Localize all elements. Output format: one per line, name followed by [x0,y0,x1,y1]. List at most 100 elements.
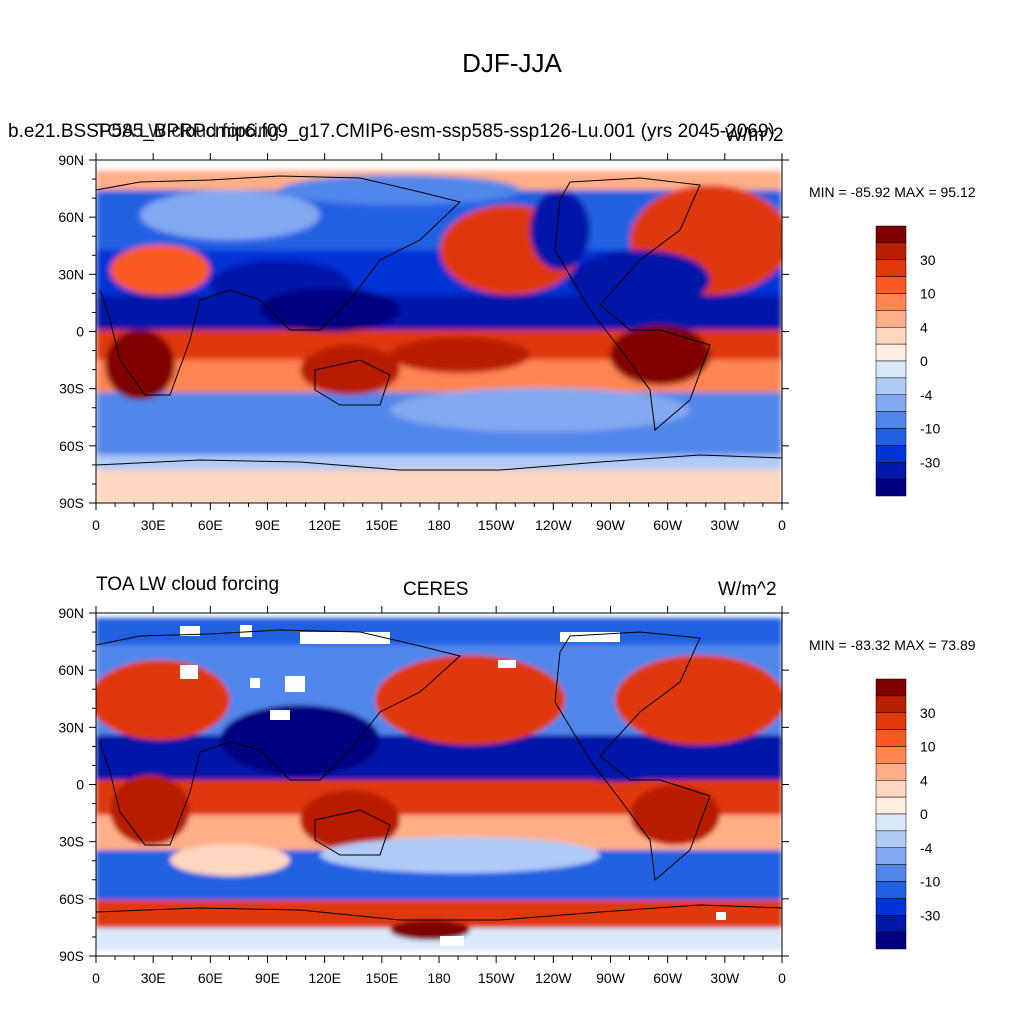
top-map-panel: 0 30E 60E 90E 120E 150E 180 150W 120W 90W 60W 30W 09… [58,152,789,533]
colorbar-label: 4 [920,319,928,335]
y-tick-label: 60N [58,209,84,225]
colorbar-swatch [875,830,907,848]
bottom-panel-stats: MIN = -83.32 MAX = 73.89 [809,637,976,653]
colorbar-swatch [875,712,907,730]
y-tick-label: 30N [58,266,84,282]
colorbar-swatch [875,394,907,412]
colorbar-label: -10 [920,421,940,437]
bottom-panel-units: W/m^2 [718,579,777,600]
colorbar-label: -30 [920,454,940,470]
colorbar-swatch [875,813,907,832]
colorbar-swatch [875,478,907,497]
bottom-coastlines [96,629,782,921]
y-tick-label: 60S [59,438,84,454]
x-tick-label: 90W [596,517,626,533]
bottom-axes: 0 30E 60E 90E 120E 150E 180 150W 120W 90W 60W 30W 09… [58,605,789,986]
colorbar-swatch [875,327,907,345]
colorbar-swatch [875,695,907,713]
colorbar-swatch [875,746,907,764]
y-tick-label: 90N [58,152,84,168]
x-tick-label: 60W [653,970,683,986]
x-tick-label: 30W [710,517,740,533]
y-tick-label: 60S [59,891,84,907]
x-tick-label: 90E [255,970,280,986]
x-tick-label: 0 [92,517,100,533]
x-tick-label: 150W [478,517,515,533]
top-panel-left-title-overlay: TOA LW cloud forcing [96,121,280,142]
top-axes: 0 30E 60E 90E 120E 150E 180 150W 120W 90W 60W 30W 09… [58,152,789,533]
y-tick-label: 90N [58,605,84,621]
y-tick-label: 0 [76,324,84,340]
colorbar-label: 0 [920,806,928,822]
x-tick-label: 150E [365,517,398,533]
bottom-map-field [96,618,782,950]
x-tick-label: 90W [596,970,626,986]
figure-title: DJF-JJA [462,48,562,78]
x-tick-label: 180 [427,517,451,533]
colorbar-swatch [875,445,907,463]
colorbar-label: 4 [920,772,928,788]
y-tick-label: 30S [59,834,84,850]
x-tick-label: 120W [535,970,572,986]
top-map-field [96,160,782,503]
y-tick-label: 90S [59,495,84,511]
colorbar-label: -4 [920,840,933,856]
colorbar-swatch [875,847,907,865]
colorbar-label: 0 [920,353,928,369]
colorbar-swatch [875,377,907,395]
colorbar-label: -30 [920,907,940,923]
x-tick-label: 120E [308,970,341,986]
x-tick-label: 120E [308,517,341,533]
bottom-missing-data [180,625,726,946]
x-tick-label: 90E [255,517,280,533]
top-coastlines [96,175,782,471]
y-tick-label: 30N [58,719,84,735]
colorbar-swatch [875,462,907,480]
bottom-colorbar: 30 10 4 0 -4 -10 -30 [875,678,940,950]
colorbar-swatch [875,343,907,362]
colorbar-swatch [875,864,907,882]
bottom-panel-center-title: CERES [403,579,469,600]
x-tick-label: 180 [427,970,451,986]
colorbar-swatch [875,915,907,933]
colorbar-swatch [875,310,907,328]
y-tick-label: 30S [59,381,84,397]
x-tick-label: 150E [365,970,398,986]
colorbar-swatch [875,678,907,697]
colorbar-label: -4 [920,387,933,403]
colorbar-label: 30 [920,252,936,268]
colorbar-swatch [875,881,907,899]
colorbar-swatch [875,225,907,244]
x-tick-label: 60W [653,517,683,533]
colorbar-label: 10 [920,286,936,302]
colorbar-swatch [875,411,907,429]
colorbar-swatch [875,780,907,798]
x-tick-label: 30E [141,970,166,986]
colorbar-label: 10 [920,739,936,755]
x-tick-label: 60E [198,517,223,533]
bottom-map-panel: 0 30E 60E 90E 120E 150E 180 150W 120W 90W 60W 30W 09… [58,605,789,986]
top-colorbar: 30 10 4 0 -4 -10 -30 [875,225,940,497]
x-tick-label: 60E [198,970,223,986]
x-tick-label: 0 [92,970,100,986]
top-panel-left-title: b.e21.BSSP585_BPRPcmip6.f09_g17.CMIP6-es… [8,121,775,142]
colorbar-swatch [875,293,907,311]
y-tick-label: 90S [59,948,84,964]
y-tick-label: 0 [76,777,84,793]
colorbar-swatch [875,259,907,277]
colorbar-swatch [875,729,907,747]
colorbar-swatch [875,898,907,916]
top-panel-stats: MIN = -85.92 MAX = 95.12 [809,184,976,200]
colorbar-swatch [875,763,907,781]
colorbar-swatch [875,796,907,815]
colorbar-swatch [875,242,907,260]
colorbar-label: 30 [920,705,936,721]
x-tick-label: 0 [778,517,786,533]
colorbar-swatch [875,360,907,379]
x-tick-label: 150W [478,970,515,986]
bottom-panel-left-title: TOA LW cloud forcing [96,574,280,595]
colorbar-swatch [875,931,907,950]
colorbar-swatch [875,276,907,294]
x-tick-label: 30E [141,517,166,533]
